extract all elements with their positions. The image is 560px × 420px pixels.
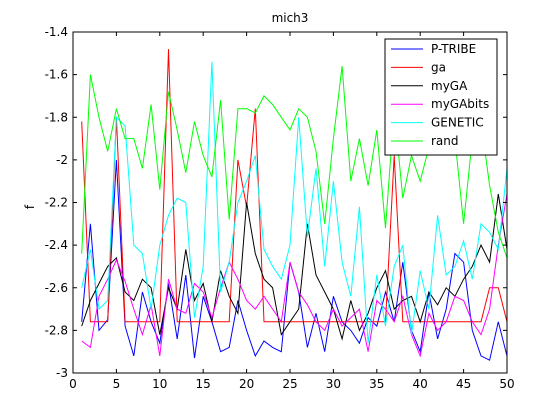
y-tick-label: -1.8 bbox=[45, 110, 68, 124]
series-line-ga bbox=[81, 49, 507, 323]
chart-title: mich3 bbox=[272, 11, 309, 25]
x-tick-label: 5 bbox=[113, 377, 121, 391]
series-line-genetic bbox=[81, 61, 507, 344]
legend-label: rand bbox=[431, 134, 459, 148]
legend-label: GENETIC bbox=[431, 116, 484, 130]
y-tick-label: -1.6 bbox=[45, 68, 68, 82]
legend-box bbox=[384, 38, 498, 156]
plot-area: 0 5 10 15 20 25 30 35 40 45 50 -1.4 -1.6 -1.8 -2 -2.2 -2… bbox=[45, 25, 515, 391]
legend-label: P-TRIBE bbox=[431, 42, 476, 56]
series-line-mygabits bbox=[81, 193, 507, 358]
y-tick-label: -3 bbox=[56, 366, 68, 380]
x-tick-label: 25 bbox=[282, 377, 297, 391]
y-tick-label: -2.4 bbox=[45, 238, 68, 252]
legend-label: ga bbox=[431, 60, 446, 74]
y-tick-label: -2.6 bbox=[45, 281, 68, 295]
x-tick-label: 30 bbox=[326, 377, 341, 391]
x-tick-label: 40 bbox=[413, 377, 428, 391]
x-tick-label: 0 bbox=[69, 377, 77, 391]
x-tick-label: 35 bbox=[369, 377, 384, 391]
x-tick-label: 15 bbox=[196, 377, 211, 391]
y-axis-label: f bbox=[23, 204, 37, 209]
x-tick-label: 50 bbox=[499, 377, 514, 391]
legend-label: myGA bbox=[431, 79, 468, 93]
x-tick-label: 45 bbox=[456, 377, 471, 391]
y-tick-label: -1.4 bbox=[45, 25, 68, 39]
y-tick-label: -2.2 bbox=[45, 196, 68, 210]
x-tick-label: 10 bbox=[152, 377, 167, 391]
legend-label: myGAbits bbox=[431, 97, 489, 111]
y-tick-label: -2.8 bbox=[45, 323, 68, 337]
x-tick-label: 20 bbox=[239, 377, 254, 391]
y-tick-label: -2 bbox=[56, 153, 68, 167]
